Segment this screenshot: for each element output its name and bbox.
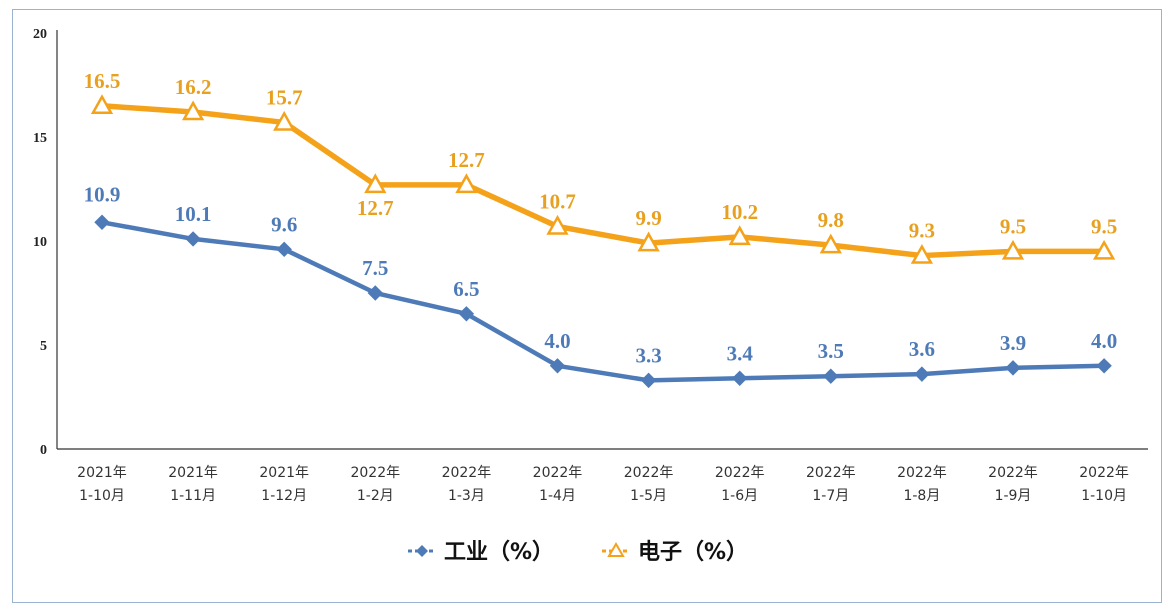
- x-tick-label: 2022年: [806, 465, 856, 481]
- x-tick-label: 1-9月: [995, 488, 1032, 504]
- data-label: 6.5: [453, 277, 479, 301]
- x-tick-label: 1-2月: [357, 488, 394, 504]
- data-point-marker: [640, 372, 657, 389]
- x-tick-label: 1-10月: [79, 488, 125, 504]
- x-tick-label: 1-3月: [448, 488, 485, 504]
- x-tick-label: 2022年: [624, 465, 674, 481]
- data-point-marker: [276, 241, 292, 258]
- data-label: 16.5: [84, 69, 121, 93]
- data-point-marker: [819, 233, 842, 254]
- data-point-marker: [728, 225, 751, 246]
- data-point-marker: [546, 214, 569, 235]
- x-tick-label: 1-4月: [539, 488, 576, 504]
- x-tick-label: 1-10月: [1081, 488, 1127, 504]
- data-label: 9.5: [1091, 214, 1117, 238]
- data-label: 10.2: [721, 200, 758, 224]
- data-point-marker: [823, 368, 839, 384]
- data-point-marker: [1005, 360, 1021, 376]
- data-label: 3.4: [727, 341, 754, 365]
- data-label: 3.5: [818, 339, 844, 363]
- data-point-marker: [185, 231, 201, 247]
- data-label: 12.7: [448, 148, 485, 172]
- x-tick-label: 2021年: [77, 465, 127, 481]
- data-label: 15.7: [266, 85, 303, 109]
- x-tick-label: 2022年: [442, 465, 492, 481]
- x-tick-label: 2022年: [897, 465, 947, 481]
- data-label: 3.9: [1000, 331, 1026, 355]
- data-point-marker: [914, 366, 930, 382]
- series-line: [101, 103, 1105, 259]
- x-tick-label: 1-11月: [170, 488, 216, 504]
- data-point-marker: [90, 94, 114, 115]
- x-tick-label: 2022年: [715, 465, 765, 481]
- data-point-marker: [94, 214, 110, 230]
- x-tick-label: 2022年: [1079, 465, 1129, 481]
- y-tick-label: 10: [33, 235, 47, 250]
- data-label: 9.5: [1000, 214, 1026, 238]
- data-point-marker: [458, 306, 475, 322]
- data-point-marker: [549, 358, 566, 374]
- legend-label: 电子（%）: [638, 540, 748, 565]
- data-label: 16.2: [175, 75, 212, 99]
- y-tick-label: 15: [33, 131, 47, 146]
- chart-frame: [12, 9, 1162, 603]
- data-label: 9.6: [271, 212, 297, 236]
- data-point-marker: [455, 173, 478, 194]
- x-tick-label: 2021年: [168, 465, 218, 481]
- x-tick-label: 2022年: [533, 465, 583, 481]
- data-label: 4.0: [1091, 329, 1117, 353]
- data-point-marker: [731, 370, 748, 386]
- y-tick-label: 0: [40, 443, 47, 458]
- data-point-marker: [367, 285, 384, 301]
- data-label: 12.7: [357, 196, 394, 220]
- data-label: 3.3: [635, 343, 661, 367]
- legend-marker-diamond: [416, 545, 428, 557]
- data-label: 10.1: [175, 202, 212, 226]
- x-tick-label: 1-5月: [630, 488, 667, 504]
- data-label: 9.8: [818, 208, 844, 232]
- x-tick-label: 1-8月: [903, 488, 940, 504]
- data-point-marker: [273, 110, 296, 131]
- data-label: 9.9: [635, 206, 661, 230]
- data-point-marker: [1001, 239, 1025, 260]
- legend-marker-triangle: [607, 542, 625, 557]
- data-label: 10.9: [84, 182, 121, 206]
- data-label: 9.3: [909, 219, 935, 243]
- data-point-marker: [181, 100, 205, 121]
- data-point-marker: [1096, 358, 1112, 374]
- x-tick-label: 2021年: [259, 465, 309, 481]
- data-label: 7.5: [362, 256, 388, 280]
- data-point-marker: [910, 244, 934, 264]
- x-tick-label: 1-12月: [261, 488, 307, 504]
- data-label: 3.6: [909, 337, 935, 361]
- data-point-marker: [364, 173, 387, 194]
- y-tick-label: 20: [33, 27, 47, 42]
- data-point-marker: [637, 231, 660, 252]
- x-tick-label: 1-7月: [812, 488, 849, 504]
- data-label: 10.7: [539, 189, 576, 213]
- legend-label: 工业（%）: [444, 540, 554, 565]
- series-line: [101, 220, 1105, 383]
- x-tick-label: 2022年: [988, 465, 1038, 481]
- data-label: 4.0: [544, 329, 570, 353]
- y-tick-label: 5: [40, 339, 47, 354]
- data-point-marker: [1092, 239, 1116, 260]
- x-tick-label: 1-6月: [721, 488, 758, 504]
- x-tick-label: 2022年: [350, 465, 400, 481]
